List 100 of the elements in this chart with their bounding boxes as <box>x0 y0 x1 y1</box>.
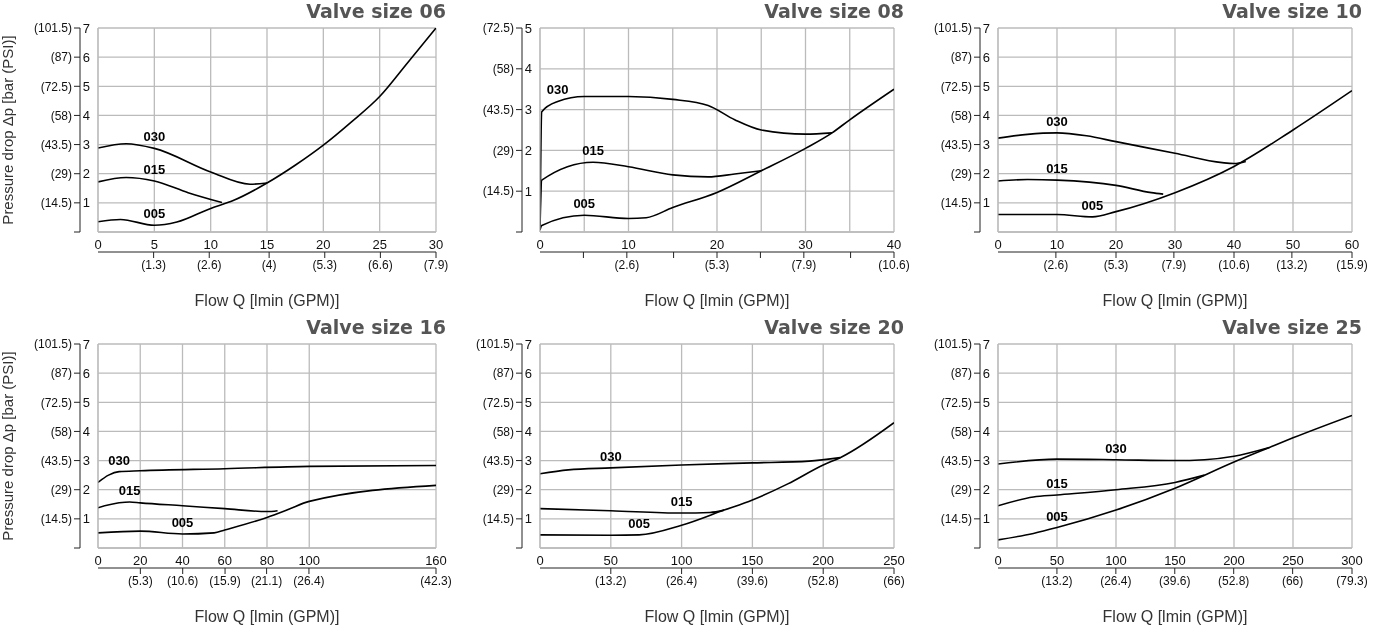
y-tick-label: 3 <box>82 137 90 153</box>
x-tick-label: 25 <box>372 237 387 253</box>
y-tick-label: 6 <box>82 49 90 65</box>
series-label: 005 <box>171 515 194 531</box>
x2-tick-label: (52.8) <box>807 573 839 588</box>
series-label: 015 <box>143 162 166 177</box>
x2-tick-label: (7.9) <box>791 257 817 272</box>
y-tick-label: 4 <box>524 61 532 77</box>
x-tick-label: 200 <box>812 553 835 569</box>
y2-tick-label: (101.5) <box>933 21 972 36</box>
y-tick-label: 6 <box>982 365 990 381</box>
x-tick-label: 0 <box>94 237 102 253</box>
x2-tick-label: (10.6) <box>1218 257 1250 272</box>
y2-tick-label: (72.5) <box>482 395 514 410</box>
y2-tick-label: (58) <box>492 424 514 439</box>
y2-axis-title: Pressure drop Δp [bar (PSI)] <box>0 351 17 541</box>
y-tick-label: 3 <box>982 453 990 469</box>
y2-tick-label: (43.5) <box>40 453 72 468</box>
x-tick-label: 10 <box>203 237 218 253</box>
x2-tick-label: (15.9) <box>1336 257 1368 272</box>
series-label: 015 <box>1046 161 1068 177</box>
chart-title: Valve size 10 <box>1221 0 1363 22</box>
x2-tick-label: (26.4) <box>665 573 698 588</box>
y2-tick-label: (87) <box>492 366 514 381</box>
y2-tick-label: (58) <box>50 424 72 439</box>
y-tick-label: 5 <box>982 78 990 94</box>
x-tick-label: 0 <box>536 553 544 569</box>
y2-tick-label: (43.5) <box>482 453 514 468</box>
x2-tick-label: (39.6) <box>1159 573 1191 588</box>
x2-tick-label: (2.6) <box>614 257 640 272</box>
x-tick-label: 100 <box>298 553 321 569</box>
x2-tick-label: (39.6) <box>736 573 769 588</box>
y2-tick-label: (14.5) <box>482 512 514 527</box>
series-label: 015 <box>118 482 141 498</box>
series-label: 005 <box>573 196 596 212</box>
x2-tick-label: (42.3) <box>420 573 452 588</box>
x-tick-label: 80 <box>259 553 275 569</box>
y-tick-label: 4 <box>524 424 532 440</box>
series-label: 005 <box>1081 197 1104 213</box>
x-tick-label: 5 <box>150 237 158 253</box>
y2-tick-label: (43.5) <box>940 137 972 152</box>
series-label: 030 <box>1105 440 1127 456</box>
y-tick-label: 4 <box>982 424 990 440</box>
x2-tick-label: (10.6) <box>878 257 910 272</box>
series-label: 015 <box>670 494 693 510</box>
y-tick-label: 7 <box>82 20 90 36</box>
y-tick-label: 7 <box>982 336 990 352</box>
x2-tick-label: (7.9) <box>423 257 449 272</box>
x-tick-label: 160 <box>425 553 447 569</box>
x2-tick-label: (7.9) <box>1161 257 1187 272</box>
x2-tick-label: (5.3) <box>128 573 153 588</box>
y-tick-label: 7 <box>982 20 990 36</box>
y2-tick-label: (14.5) <box>40 196 72 211</box>
y2-tick-label: (72.5) <box>40 79 72 94</box>
x-tick-label: 30 <box>798 237 813 253</box>
y2-tick-label: (14.5) <box>40 512 72 527</box>
y2-tick-label: (58) <box>492 62 514 77</box>
x-tick-label: 40 <box>886 237 902 253</box>
y2-tick-label: (87) <box>50 50 72 65</box>
x-tick-label: 20 <box>709 237 725 253</box>
y-tick-label: 3 <box>82 453 90 469</box>
y-tick-label: 2 <box>82 482 90 498</box>
x2-tick-label: (5.3) <box>312 257 338 272</box>
x-tick-label: 0 <box>994 237 1002 253</box>
y-tick-label: 1 <box>982 511 990 527</box>
y-tick-label: 1 <box>982 195 990 211</box>
x2-tick-label: (52.8) <box>1218 573 1250 588</box>
y2-tick-label: (72.5) <box>40 395 72 410</box>
y-tick-label: 5 <box>524 394 532 410</box>
x-tick-label: 15 <box>259 237 275 253</box>
y2-tick-label: (43.5) <box>940 453 972 468</box>
y-tick-label: 2 <box>982 166 990 182</box>
x-tick-label: 150 <box>1164 553 1186 569</box>
x2-tick-label: (66) <box>1281 573 1304 588</box>
series-label: 005 <box>143 206 166 222</box>
series-label: 030 <box>143 129 166 145</box>
y-tick-label: 3 <box>524 102 532 118</box>
series-label: 015 <box>1046 475 1068 491</box>
x-tick-label: 100 <box>1105 553 1127 569</box>
series-label: 005 <box>628 515 650 531</box>
x-tick-label: 40 <box>175 553 190 569</box>
x2-tick-label: (13.2) <box>595 573 627 588</box>
y-tick-label: 2 <box>524 143 532 159</box>
series-label: 015 <box>582 143 604 159</box>
y-tick-label: 4 <box>82 424 90 440</box>
x-tick-label: 50 <box>603 553 619 569</box>
x-tick-label: 30 <box>428 237 444 253</box>
x2-tick-label: (5.3) <box>704 257 730 272</box>
x-tick-label: 250 <box>1282 553 1304 569</box>
y2-tick-label: (29) <box>492 143 514 158</box>
x2-tick-label: (21.1) <box>250 573 283 588</box>
y-tick-label: 3 <box>524 453 532 469</box>
x-tick-label: 0 <box>94 553 102 569</box>
x-tick-label: 20 <box>316 237 331 253</box>
x-tick-label: 30 <box>1167 237 1183 253</box>
chart-title: Valve size 20 <box>763 316 905 338</box>
x-axis-title: Flow Q [lmin (GPM)] <box>1102 608 1248 625</box>
x2-tick-label: (1.3) <box>141 257 166 272</box>
chart-title: Valve size 08 <box>763 0 905 22</box>
x2-tick-label: (15.9) <box>209 573 241 588</box>
